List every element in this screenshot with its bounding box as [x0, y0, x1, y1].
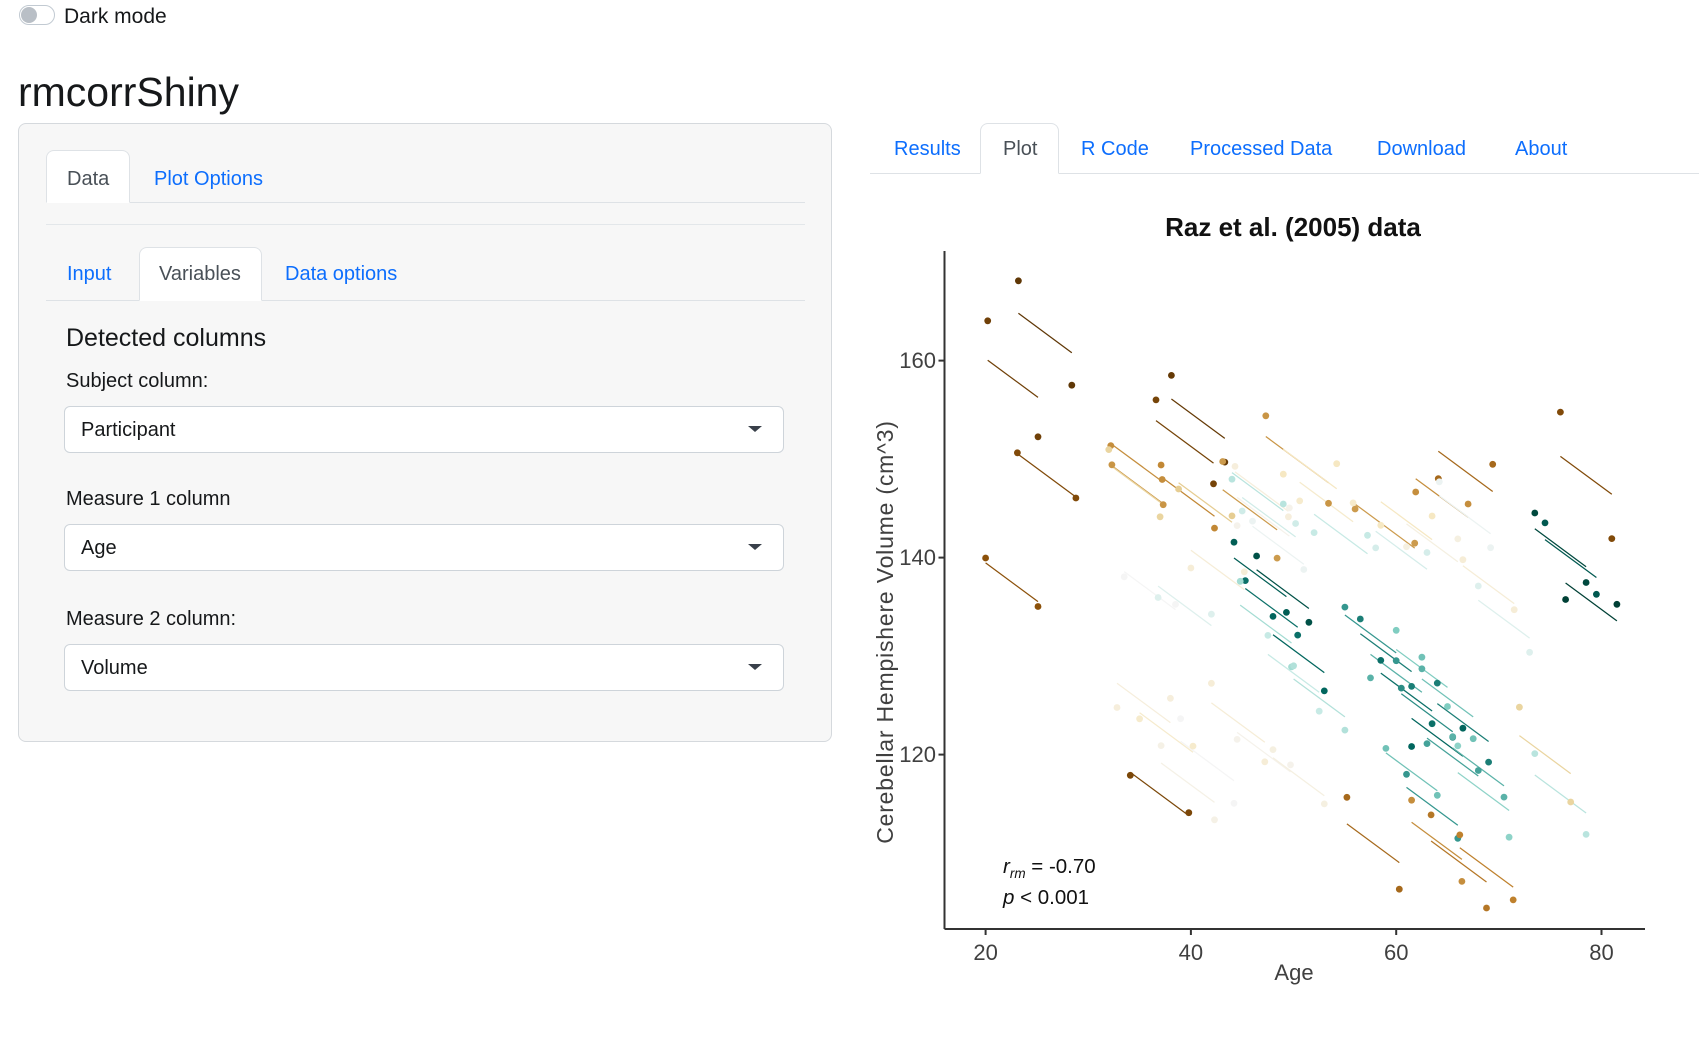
- svg-text:140: 140: [899, 545, 936, 570]
- svg-text:120: 120: [899, 742, 936, 767]
- svg-text:rrm = -0.70: rrm = -0.70: [1003, 855, 1096, 881]
- svg-text:Raz et al. (2005) data: Raz et al. (2005) data: [1165, 212, 1421, 242]
- svg-text:60: 60: [1384, 940, 1408, 965]
- svg-text:p < 0.001: p < 0.001: [1002, 886, 1089, 909]
- svg-text:Age: Age: [1274, 960, 1313, 985]
- svg-text:40: 40: [1179, 940, 1203, 965]
- svg-text:80: 80: [1589, 940, 1613, 965]
- svg-text:Cerebellar Hempishere Volume (: Cerebellar Hempishere Volume (cm^3): [872, 420, 898, 844]
- svg-text:160: 160: [899, 348, 936, 373]
- svg-text:20: 20: [973, 940, 997, 965]
